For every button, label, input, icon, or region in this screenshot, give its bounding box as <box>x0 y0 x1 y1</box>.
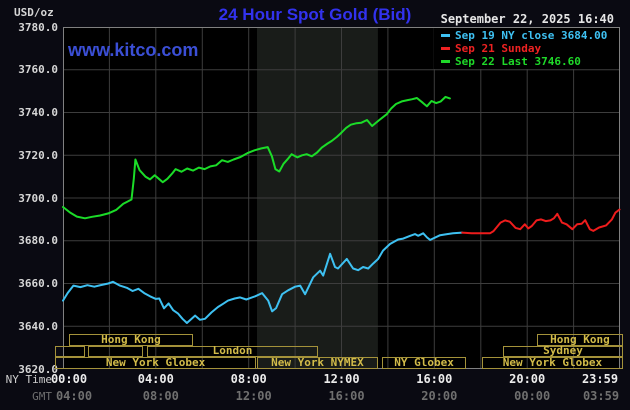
session-box-ny-globex: NY Globex <box>382 355 467 369</box>
session-label: Hong Kong <box>550 332 610 346</box>
legend-dash-icon <box>441 47 450 50</box>
legend-item: Sep 19 NY close 3684.00 <box>441 29 619 42</box>
x-axis-ny-tick-label: 04:00 <box>137 372 174 386</box>
y-axis-unit-label: USD/oz <box>14 6 54 19</box>
x-axis-gmt-tick-label: 12:00 <box>235 389 272 403</box>
session-box-london: London <box>147 344 318 358</box>
session-label: New York Globex <box>502 355 603 369</box>
session-label: NY Globex <box>394 355 454 369</box>
legend-item-label: Sep 22 Last 3746.60 <box>455 55 581 68</box>
legend-item-label: Sep 21 Sunday <box>455 42 542 55</box>
price-line-sep21 <box>461 208 621 235</box>
x-axis-ny-tick-label: 12:00 <box>323 372 360 386</box>
session-box-sydney: Sydney <box>503 344 623 358</box>
y-axis-tick-label: 3660.0 <box>18 277 58 290</box>
kitco-watermark-link[interactable]: www.kitco.com <box>68 40 199 60</box>
session-label: New York NYMEX <box>271 355 364 369</box>
legend-dash-icon <box>441 60 450 63</box>
x-axis-gmt-tick-label: 03:59 <box>582 389 620 403</box>
plot-border <box>63 27 620 369</box>
x-axis-ny-tick-label: 08:00 <box>230 372 267 386</box>
legend-item: Sep 21 Sunday <box>441 42 619 55</box>
x-axis-ny-tick-label: 16:00 <box>416 372 453 386</box>
y-axis-tick-label: 3700.0 <box>18 191 58 205</box>
x-axis-gmt-tick-label: 00:00 <box>514 389 551 403</box>
y-axis-tick-label: 3680.0 <box>18 234 58 248</box>
session-box-new-york-globex: New York Globex <box>481 355 623 369</box>
legend: Sep 19 NY close 3684.00 Sep 21 Sunday Sep … <box>434 28 619 69</box>
x-axis-gmt-tick-label: 08:00 <box>142 389 179 403</box>
y-axis-tick-label: 3780.0 <box>18 20 58 34</box>
price-line-sep19 <box>62 231 464 324</box>
session-label: London <box>212 344 253 358</box>
gmt-axis-caption: GMT <box>32 390 52 403</box>
page-title: 24 Hour Spot Gold (Bid) <box>218 5 412 24</box>
y-axis-tick-label: 3640.0 <box>18 319 58 333</box>
y-axis-tick-label: 3740.0 <box>18 106 58 119</box>
legend-item-label: Sep 19 NY close 3684.00 <box>455 29 608 42</box>
x-axis-ny-tick-label: 23:59 <box>581 372 619 386</box>
y-axis-tick-label: 3720.0 <box>18 148 58 162</box>
legend-item: Sep 22 Last 3746.60 <box>441 55 619 68</box>
legend-dash-icon <box>441 34 450 37</box>
session-box <box>55 345 85 357</box>
y-axis-tick-label: 3760.0 <box>18 63 58 77</box>
y-axis-tick-label: 3620.0 <box>18 362 58 376</box>
x-axis-gmt-tick-label: 16:00 <box>328 389 365 403</box>
session-box <box>88 345 144 357</box>
session-box-new-york-globex: New York Globex <box>55 355 257 369</box>
session-label: Hong Kong <box>101 332 161 346</box>
session-box-new-york-nymex: New York NYMEX <box>257 357 378 369</box>
session-label: New York Globex <box>105 355 206 369</box>
datetime-label: September 22, 2025 16:40 <box>440 12 614 26</box>
ny-time-axis-caption: NY Time <box>5 373 52 386</box>
session-box-hong-kong: Hong Kong <box>536 332 623 346</box>
x-axis-gmt-tick-label: 04:00 <box>55 389 93 403</box>
x-axis-ny-tick-label: 20:00 <box>509 372 546 386</box>
session-box-hong-kong: Hong Kong <box>69 334 193 346</box>
x-axis-gmt-tick-label: 20:00 <box>421 389 458 403</box>
x-axis-ny-tick-label: 00:00 <box>50 372 88 386</box>
session-label: Sydney <box>543 344 583 358</box>
price-line-sep22 <box>62 95 451 220</box>
